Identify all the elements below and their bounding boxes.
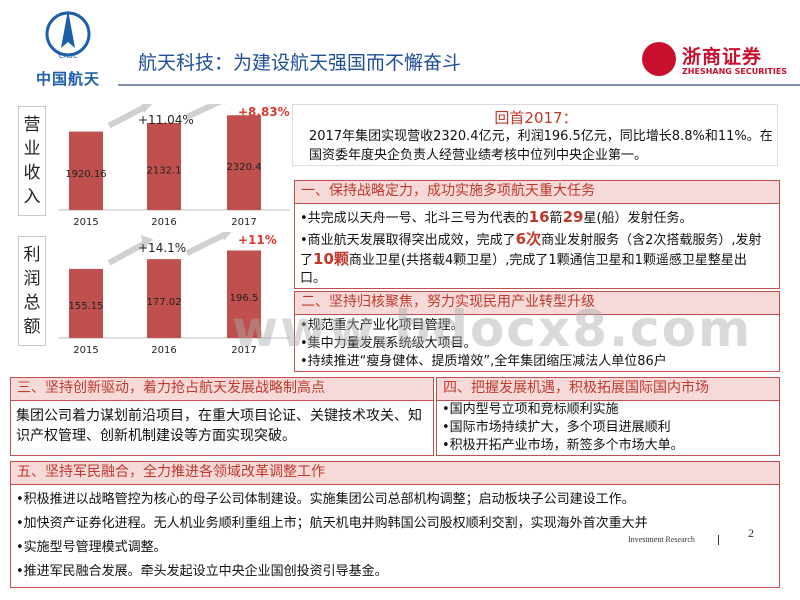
chart-category-label: 2016	[151, 217, 176, 228]
chart-category-label: 2016	[151, 345, 176, 356]
chart-value-label: 196.5	[230, 293, 259, 304]
section1-highlight: 29	[562, 208, 584, 226]
chart-category-label: 2017	[231, 217, 256, 228]
page-number: 2	[748, 526, 754, 540]
profit-chart: 155.15 2015 177.02 2016 196.5 2017 +14.1% +11%	[54, 232, 294, 360]
casc-emblem-icon: CASC	[45, 10, 91, 60]
list-item: •积极推进以战略管控为核心的母子公司体制建设。实施集团公司总部机构调整；启动板块…	[16, 492, 635, 507]
growth-arrowhead-icon	[222, 232, 232, 241]
casc-badge-text: CASC	[58, 52, 77, 60]
chart-bar	[147, 259, 181, 338]
section1-bullet2: •商业航天发展取得突出成效，完成了6次商业发射服务（含2次搭载服务）,发射了10…	[300, 230, 772, 288]
section3-title: 三、坚持创新驱动，着力抢占航天发展战略制高点	[10, 377, 434, 401]
chart-category-label: 2017	[231, 345, 256, 356]
chart-bar	[227, 250, 261, 338]
chart-bar	[69, 131, 103, 210]
list-item: •推进军民融合发展。牵头发起设立中央企业国创投资引导基金。	[16, 564, 388, 579]
section1-text: 箭	[549, 211, 563, 226]
growth-arrowhead-icon	[142, 104, 153, 113]
section1-text: 商业卫星(共搭载4颗卫星）,完成了1颗通信卫星和1颗遥感卫星整星出口。	[300, 253, 747, 286]
zheshang-logo-name: 浙商证券	[682, 46, 763, 68]
list-item: •持续推进“瘦身健体、提质增效”,全年集团缩压减法人单位86户	[300, 354, 667, 369]
chart-bar	[147, 122, 181, 210]
profit-side-label: 利 润 总 额	[18, 236, 46, 346]
list-item: •集中力量发展系统级大项目。	[300, 336, 477, 351]
profit-chart-svg: 155.15 2015 177.02 2016 196.5 2017 +14.1% +11%	[58, 232, 290, 356]
profit-char: 额	[23, 317, 41, 337]
footer-divider	[718, 535, 719, 545]
section5-box	[10, 484, 780, 588]
zheshang-logo: 浙商证券 ZHESHANG SECURITIES	[642, 40, 800, 84]
list-item: •国际市场持续扩大，多个项目进展顺利	[442, 420, 671, 435]
profit-char: 润	[23, 269, 41, 289]
section1-text: 商业发射服务（含2次搭载服务）,发射了	[300, 233, 762, 268]
growth-arrow-icon	[107, 240, 147, 266]
list-item: •规范重大产业化项目管理。	[300, 318, 464, 333]
section1-title: 一、保持战略定力，成功实施多项航天重大任务	[294, 180, 780, 204]
list-item: •积极开拓产业市场，新签多个市场大单。	[442, 438, 684, 453]
chart-category-label: 2015	[73, 217, 98, 228]
page-title: 航天科技：为建设航天强国而不懈奋斗	[138, 52, 462, 74]
section1-highlight: 10颗	[313, 250, 349, 268]
growth-arrowhead-icon	[141, 235, 153, 250]
chart-category-label: 2015	[73, 345, 98, 356]
section3-text: 集团公司着力谋划前沿项目，在重大项目论证、关键技术攻关、知识产权管理、创新机制建…	[16, 408, 422, 444]
section1-highlight: 16	[528, 208, 550, 226]
revenue-char: 业	[23, 139, 41, 159]
revenue-chart-svg: 1920.16 2015 2132.1 2016 2320.4 2017 +11.04% +8…	[58, 104, 290, 228]
profit-char: 总	[23, 293, 41, 313]
zheshang-logo-en: ZHESHANG SECURITIES	[682, 67, 788, 76]
growth-label: +14.1%	[138, 241, 186, 255]
growth-arrow-icon	[185, 104, 222, 120]
chart-bar	[227, 115, 261, 210]
revenue-char: 入	[23, 187, 41, 207]
section1-bullet1: •共完成以天舟一号、北斗三号为代表的16箭29星(船）发射任务。	[300, 208, 772, 228]
growth-label: +8.83%	[238, 105, 290, 119]
casc-logo: CASC 中国航天	[28, 8, 108, 90]
section1-text: •共完成以天舟一号、北斗三号为代表的	[300, 211, 529, 226]
section2-box	[294, 314, 780, 372]
section1-highlight: 6次	[515, 230, 542, 248]
section2-list: •规范重大产业化项目管理。 •集中力量发展系统级大项目。 •持续推进“瘦身健体、…	[300, 317, 772, 371]
section2-title: 二、坚持归核聚焦，努力实现民用产业转型升级	[294, 291, 780, 315]
section1-box	[294, 203, 780, 289]
growth-label: +11%	[238, 233, 277, 247]
list-item: •加快资产证券化进程。无人机业务顺利重组上市；航天机电并购韩国公司股权顺利交割，…	[16, 516, 648, 531]
section1-text: 星(船）发射任务。	[583, 211, 693, 226]
section1-text: •商业航天发展取得突出成效，完成了	[300, 233, 516, 248]
review-box: 回首2017： 2017年集团实现营收2320.4亿元，利润196.5亿元，同比…	[292, 104, 778, 166]
list-item: •实施型号管理模式调整。	[16, 540, 167, 555]
profit-char: 利	[23, 245, 41, 265]
header-divider	[118, 84, 800, 86]
section4-title: 四、把握发展机遇，积极拓展国际国内市场	[436, 377, 780, 401]
revenue-side-label: 营 业 收 入	[18, 106, 46, 216]
chart-value-label: 1920.16	[65, 169, 106, 180]
revenue-char: 营	[23, 115, 41, 135]
section5-title: 五、坚持军民融合，全力推进各领域改革调整工作	[10, 461, 780, 485]
revenue-chart: 1920.16 2015 2132.1 2016 2320.4 2017 +11.04% +8…	[54, 104, 294, 232]
review-title: 回首2017：	[494, 109, 578, 127]
growth-arrowhead-icon	[223, 104, 226, 106]
section5-list: •积极推进以战略管控为核心的母子公司体制建设。实施集团公司总部机构调整；启动板块…	[16, 488, 774, 584]
footer-research-label: Investment Research	[628, 535, 695, 544]
casc-logo-name: 中国航天	[35, 70, 100, 88]
section4-list: •国内型号立项和竞标顺利实施 •国际市场持续扩大，多个项目进展顺利 •积极开拓产…	[442, 401, 776, 455]
section3-box	[10, 400, 434, 456]
chart-bar	[69, 268, 103, 338]
chart-value-label: 155.15	[69, 301, 104, 312]
review-text: 2017年集团实现营收2320.4亿元，利润196.5亿元，同比增长8.8%和1…	[309, 129, 773, 163]
zheshang-mark-icon	[642, 42, 676, 76]
growth-arrow-icon	[107, 104, 147, 129]
growth-label: +11.04%	[138, 113, 194, 127]
chart-value-label: 177.02	[147, 297, 182, 308]
list-item: •国内型号立项和竞标顺利实施	[442, 402, 619, 417]
chart-value-label: 2320.4	[227, 162, 262, 173]
section4-box	[436, 400, 780, 456]
revenue-char: 收	[23, 163, 41, 183]
chart-value-label: 2132.1	[147, 165, 182, 176]
growth-arrow-icon	[185, 232, 227, 256]
